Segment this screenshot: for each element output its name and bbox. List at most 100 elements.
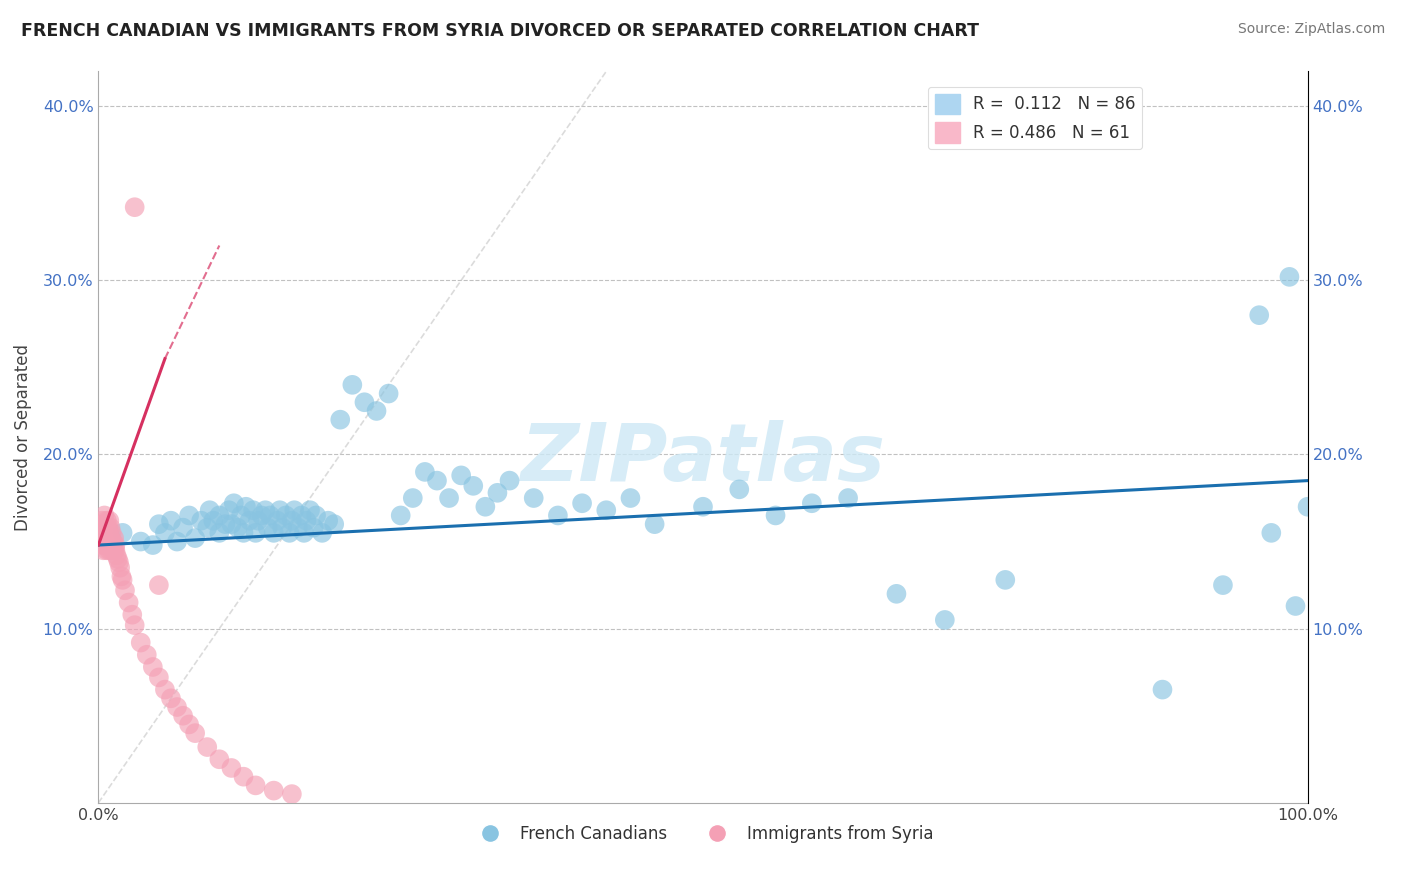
Point xyxy=(91,517,114,532)
Point xyxy=(184,726,207,740)
Point xyxy=(142,538,165,552)
Point xyxy=(202,514,225,528)
Point xyxy=(160,514,183,528)
Point xyxy=(299,503,322,517)
Point xyxy=(221,761,243,775)
Point xyxy=(94,538,117,552)
Point xyxy=(377,386,399,401)
Point xyxy=(316,514,339,528)
Point xyxy=(129,635,152,649)
Point xyxy=(101,534,124,549)
Legend: French Canadians, Immigrants from Syria: French Canadians, Immigrants from Syria xyxy=(467,818,939,849)
Point xyxy=(413,465,436,479)
Point xyxy=(571,496,593,510)
Point xyxy=(97,521,120,535)
Point xyxy=(91,538,114,552)
Point xyxy=(271,521,294,535)
Point xyxy=(96,525,118,540)
Point xyxy=(259,508,281,523)
Point xyxy=(160,691,183,706)
Point xyxy=(450,468,472,483)
Point xyxy=(229,508,252,523)
Point xyxy=(254,503,277,517)
Point xyxy=(281,787,304,801)
Point xyxy=(366,404,388,418)
Point xyxy=(242,503,264,517)
Point xyxy=(108,556,131,570)
Point xyxy=(389,508,412,523)
Point xyxy=(837,491,859,505)
Point xyxy=(93,521,115,535)
Point xyxy=(266,514,288,528)
Point xyxy=(269,503,291,517)
Point xyxy=(402,491,425,505)
Point xyxy=(91,543,114,558)
Point xyxy=(295,514,318,528)
Point xyxy=(110,569,132,583)
Point xyxy=(278,525,301,540)
Point xyxy=(93,508,115,523)
Point xyxy=(208,508,231,523)
Point xyxy=(1296,500,1319,514)
Point xyxy=(93,534,115,549)
Point xyxy=(153,525,176,540)
Point xyxy=(97,538,120,552)
Point xyxy=(214,517,236,532)
Point xyxy=(222,496,245,510)
Y-axis label: Divorced or Separated: Divorced or Separated xyxy=(14,343,31,531)
Point xyxy=(226,521,249,535)
Point xyxy=(111,573,134,587)
Point xyxy=(547,508,569,523)
Point xyxy=(498,474,520,488)
Point xyxy=(644,517,666,532)
Point xyxy=(1278,269,1301,284)
Point xyxy=(148,670,170,684)
Point xyxy=(1260,525,1282,540)
Point xyxy=(179,717,201,731)
Point xyxy=(135,648,157,662)
Point xyxy=(886,587,908,601)
Point xyxy=(232,770,254,784)
Point xyxy=(111,525,134,540)
Point xyxy=(104,538,127,552)
Point xyxy=(281,514,304,528)
Point xyxy=(118,595,141,609)
Point xyxy=(101,538,124,552)
Point xyxy=(765,508,787,523)
Point xyxy=(96,514,118,528)
Point xyxy=(218,503,240,517)
Point xyxy=(100,543,122,558)
Point xyxy=(595,503,617,517)
Point xyxy=(1249,308,1271,322)
Point xyxy=(97,531,120,545)
Point xyxy=(245,525,267,540)
Point xyxy=(100,531,122,545)
Point xyxy=(121,607,143,622)
Point xyxy=(166,534,188,549)
Point xyxy=(263,525,285,540)
Point xyxy=(208,525,231,540)
Point xyxy=(235,500,257,514)
Point xyxy=(353,395,375,409)
Point xyxy=(292,525,315,540)
Point xyxy=(90,525,112,540)
Point xyxy=(184,531,207,545)
Point xyxy=(124,618,146,632)
Point xyxy=(342,377,364,392)
Point xyxy=(100,525,122,540)
Point xyxy=(195,740,218,755)
Point xyxy=(800,496,823,510)
Point xyxy=(274,508,297,523)
Point xyxy=(263,783,285,797)
Point xyxy=(91,531,114,545)
Point xyxy=(114,583,136,598)
Point xyxy=(103,543,125,558)
Point xyxy=(166,700,188,714)
Point xyxy=(1212,578,1234,592)
Point xyxy=(463,479,485,493)
Point xyxy=(94,521,117,535)
Point xyxy=(105,549,128,563)
Point xyxy=(129,534,152,549)
Point xyxy=(94,531,117,545)
Text: Source: ZipAtlas.com: Source: ZipAtlas.com xyxy=(1237,22,1385,37)
